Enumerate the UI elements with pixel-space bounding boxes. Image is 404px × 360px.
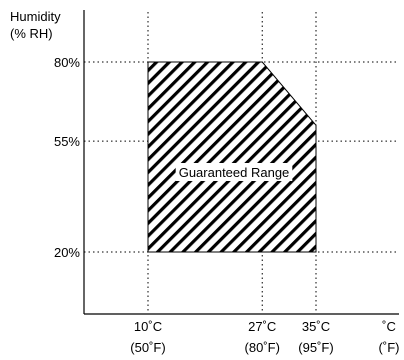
x-axis-unit-c: ˚C bbox=[382, 319, 396, 334]
x-tick-label-c-1: 27˚C bbox=[248, 319, 276, 334]
y-axis-label-line1: Humidity bbox=[10, 9, 61, 24]
x-tick-labels: 10˚C (50˚F) 27˚C (80˚F) 35˚C (95˚F) bbox=[130, 319, 333, 355]
y-axis-label-line2: (% RH) bbox=[10, 26, 53, 41]
x-axis-unit-f: (˚F) bbox=[379, 340, 400, 355]
x-tick-label-f-0: (50˚F) bbox=[130, 340, 165, 355]
x-tick-label-c-2: 35˚C bbox=[302, 319, 330, 334]
y-tick-label-2: 80% bbox=[54, 55, 80, 70]
y-tick-label-0: 20% bbox=[54, 245, 80, 260]
axes bbox=[83, 10, 399, 315]
x-tick-label-f-1: (80˚F) bbox=[245, 340, 280, 355]
x-tick-label-f-2: (95˚F) bbox=[298, 340, 333, 355]
x-tick-label-c-0: 10˚C bbox=[134, 319, 162, 334]
guaranteed-range-region bbox=[147, 61, 317, 253]
region-label: Guaranteed Range bbox=[179, 165, 290, 180]
y-tick-labels: 20% 55% 80% bbox=[54, 55, 80, 260]
y-tick-label-1: 55% bbox=[54, 134, 80, 149]
region-label-background bbox=[175, 163, 293, 181]
